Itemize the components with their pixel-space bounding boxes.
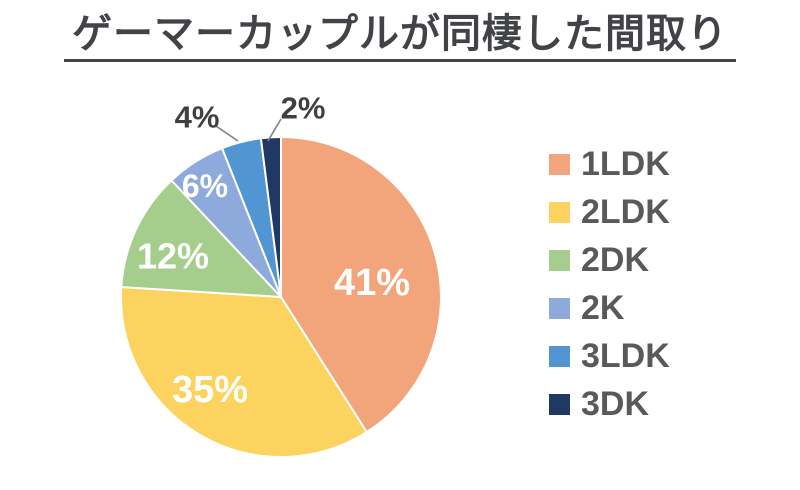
pie-slice-2dk xyxy=(120,179,282,298)
legend-item-2dk: 2DK xyxy=(549,243,670,277)
pie-data-label-1ldk: 41% xyxy=(334,262,410,304)
legend-label: 2DK xyxy=(581,241,650,279)
pie-slice-2ldk xyxy=(119,286,368,458)
pie-data-label-2k: 6% xyxy=(182,168,228,204)
legend-item-3dk: 3DK xyxy=(549,387,670,421)
leader-line-3ldk xyxy=(215,125,239,142)
legend-label: 3LDK xyxy=(581,337,670,375)
legend-item-2ldk: 2LDK xyxy=(549,195,670,229)
legend-item-1ldk: 1LDK xyxy=(549,147,670,181)
legend-swatch-icon xyxy=(549,345,570,367)
legend-swatch-icon xyxy=(549,249,570,271)
pie-data-label-2dk: 12% xyxy=(137,236,209,277)
legend-swatch-icon xyxy=(549,297,570,319)
legend-label: 2LDK xyxy=(581,193,670,231)
leader-line-3dk xyxy=(267,118,282,142)
pie-data-label-3dk: 2% xyxy=(281,91,326,126)
legend-label: 1LDK xyxy=(581,145,670,183)
chart-title-wrap: ゲーマーカップルが同棲した間取り xyxy=(0,0,800,62)
legend-label: 3DK xyxy=(581,385,650,423)
legend: 1LDK 2LDK 2DK 2K 3LDK 3DK xyxy=(549,147,670,421)
legend-swatch-icon xyxy=(549,153,570,175)
pie-data-label-3ldk: 4% xyxy=(175,100,220,135)
legend-swatch-icon xyxy=(549,393,570,415)
pie-data-label-2ldk: 35% xyxy=(172,369,248,411)
chart-title: ゲーマーカップルが同棲した間取り xyxy=(64,0,736,62)
legend-item-2k: 2K xyxy=(549,291,670,325)
legend-label: 2K xyxy=(581,289,625,327)
legend-swatch-icon xyxy=(549,201,570,223)
legend-item-3ldk: 3LDK xyxy=(549,339,670,373)
